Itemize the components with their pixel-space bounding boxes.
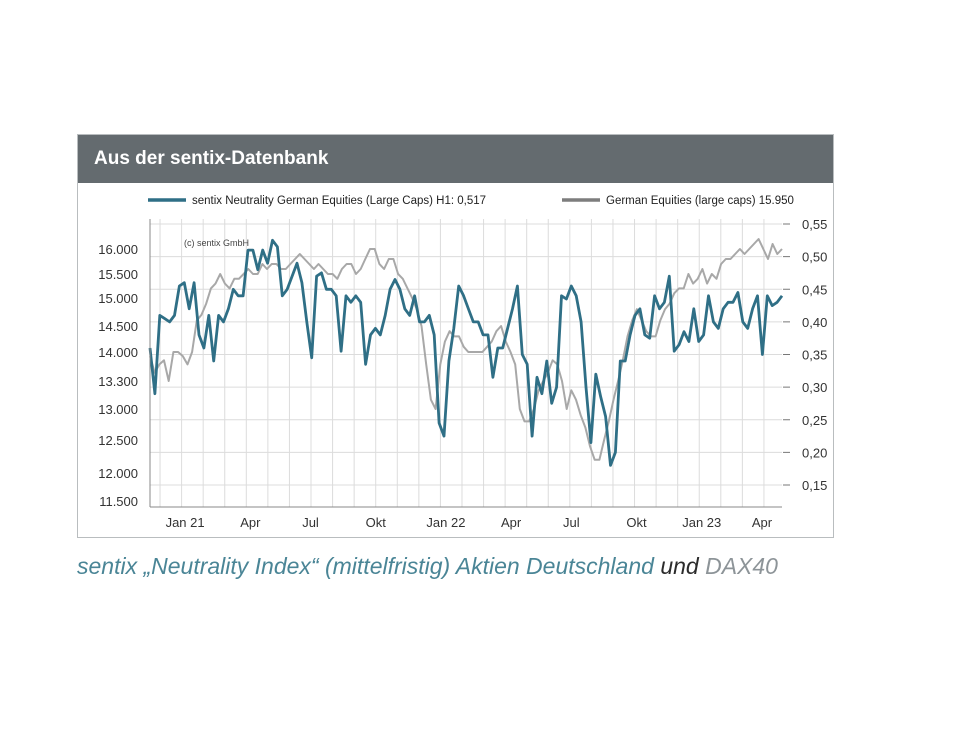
left-tick-label: 13.000 <box>98 402 138 417</box>
left-tick-label: 12.500 <box>98 433 138 448</box>
x-tick-label: Jan 23 <box>682 515 721 530</box>
card-header: Aus der sentix-Datenbank <box>78 135 833 183</box>
right-tick-label: 0,30 <box>802 380 827 395</box>
x-tick-label: Okt <box>366 515 387 530</box>
x-axis: Jan 21 Apr Jul Okt Jan 22 Apr Jul Okt Jan 23 Apr <box>166 515 773 530</box>
left-tick-label: 14.500 <box>98 319 138 334</box>
left-tick-label: 13.300 <box>98 374 138 389</box>
left-tick-label: 12.000 <box>98 466 138 481</box>
x-tick-label: Apr <box>501 515 522 530</box>
watermark: (c) sentix GmbH <box>184 238 249 248</box>
caption-main: sentix „Neutrality Index“ (mittelfristig… <box>77 553 654 579</box>
left-tick-label: 11.500 <box>99 494 138 509</box>
left-tick-label: 16.000 <box>98 242 138 257</box>
card-title: Aus der sentix-Datenbank <box>94 148 329 169</box>
caption-and: und <box>660 553 699 579</box>
left-tick-label: 15.000 <box>98 291 138 306</box>
right-axis: 0,55 0,50 0,45 0,40 0,35 0,30 0,25 0,20 0,15 <box>783 217 827 493</box>
legend-label-sentix: sentix Neutrality German Equities (Large… <box>192 195 486 207</box>
chart: sentix Neutrality German Equities (Large… <box>98 195 827 530</box>
right-tick-label: 0,35 <box>802 348 827 363</box>
caption-dax: DAX40 <box>705 553 778 579</box>
right-tick-label: 0,20 <box>802 445 827 460</box>
series-line-sentix <box>148 238 784 467</box>
left-axis: 16.000 15.500 15.000 14.500 14.000 13.300 13.0… <box>98 242 138 509</box>
legend-label-dax: German Equities (large caps) 15.950 <box>606 195 794 207</box>
grid <box>150 219 782 507</box>
right-tick-label: 0,15 <box>802 478 827 493</box>
right-tick-label: 0,55 <box>802 217 827 232</box>
x-tick-label: Jan 21 <box>166 515 205 530</box>
right-tick-label: 0,40 <box>802 315 827 330</box>
legend: sentix Neutrality German Equities (Large… <box>148 195 794 207</box>
x-tick-label: Apr <box>240 515 261 530</box>
left-tick-label: 15.500 <box>98 267 138 282</box>
series-line-dax <box>149 238 783 461</box>
x-tick-label: Jul <box>563 515 580 530</box>
x-tick-label: Okt <box>626 515 647 530</box>
right-tick-label: 0,50 <box>802 250 827 265</box>
chart-card: Aus der sentix-Datenbank sentix Neutrali… <box>77 134 834 538</box>
right-tick-label: 0,45 <box>802 282 827 297</box>
x-tick-label: Jan 22 <box>426 515 465 530</box>
right-tick-label: 0,25 <box>802 413 827 428</box>
caption: sentix „Neutrality Index“ (mittelfristig… <box>77 553 778 580</box>
x-tick-label: Jul <box>302 515 319 530</box>
x-tick-label: Apr <box>752 515 773 530</box>
left-tick-label: 14.000 <box>98 345 138 360</box>
